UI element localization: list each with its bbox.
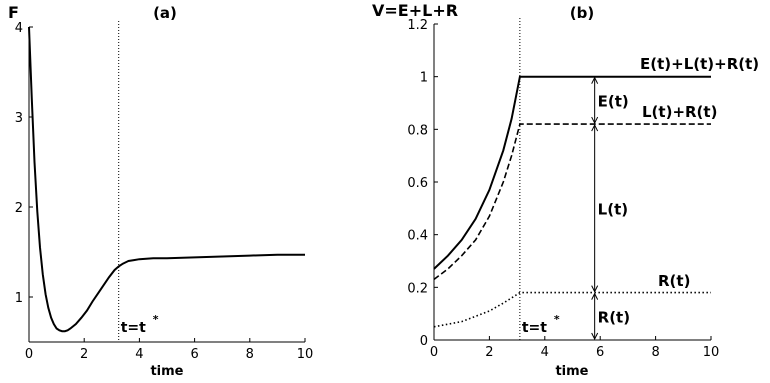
annotation-label: L(t): [598, 200, 628, 218]
x-axis-label: time: [150, 364, 183, 379]
panel-b: 0 2 4 6 8 10 0 0.2 0.4 0.6 0.8 1 1.2 (b) V=E+L+R time t=…: [372, 1, 759, 379]
y-tick-label: 1: [420, 71, 428, 86]
x-axis-label: time: [555, 364, 588, 379]
series-line: [433, 123, 711, 281]
y-tick-label: 3: [15, 111, 23, 126]
x-tick-label: 4: [135, 347, 143, 362]
series-line: [28, 26, 305, 333]
y-tick-label: 0: [420, 334, 428, 349]
series-line: [433, 291, 711, 328]
arrow-head-up: [591, 292, 599, 300]
x-tick-label: 4: [541, 345, 549, 360]
arrow-head-up: [591, 76, 599, 84]
y-tick-label: 4: [15, 21, 23, 36]
panel-label: (b): [570, 4, 594, 22]
series-label: E(t)+L(t)+R(t): [640, 55, 759, 73]
panel-label: (a): [153, 4, 177, 22]
y-axis-label: V=E+L+R: [372, 1, 458, 20]
series-line: [433, 75, 711, 270]
y-tick-label: 0.8: [407, 123, 428, 138]
marker-superscript: *: [153, 313, 159, 326]
marker-label: t=t: [522, 320, 547, 336]
series-label: L(t)+R(t): [642, 103, 717, 121]
y-tick-label: 2: [15, 201, 23, 216]
y-tick-label: 0.2: [407, 281, 428, 296]
annotation-label: E(t): [598, 92, 629, 110]
arrow-head-down: [591, 116, 599, 125]
arrow-head-down: [591, 285, 599, 293]
marker-superscript: *: [554, 313, 560, 326]
x-tick-label: 8: [246, 347, 254, 362]
series-label: R(t): [658, 272, 690, 290]
marker-label: t=t: [121, 320, 146, 336]
x-tick-label: 10: [703, 345, 720, 360]
x-tick-label: 2: [80, 347, 88, 362]
y-tick-label: 0.6: [407, 176, 428, 191]
x-tick-label: 0: [430, 345, 438, 360]
y-tick-label: 0.4: [407, 229, 428, 244]
x-tick-label: 8: [651, 345, 659, 360]
y-axis-label: F: [8, 3, 19, 22]
y-tick-label: 1: [15, 291, 23, 306]
x-tick-label: 6: [596, 345, 604, 360]
x-tick-label: 0: [25, 347, 33, 362]
y-tick-label: 1.2: [407, 18, 428, 33]
arrow-head-down: [591, 332, 599, 341]
x-tick-label: 2: [485, 345, 493, 360]
x-tick-label: 6: [190, 347, 198, 362]
x-tick-label: 10: [297, 347, 314, 362]
arrow-head-up: [591, 123, 599, 132]
annotation-label: R(t): [598, 308, 630, 326]
